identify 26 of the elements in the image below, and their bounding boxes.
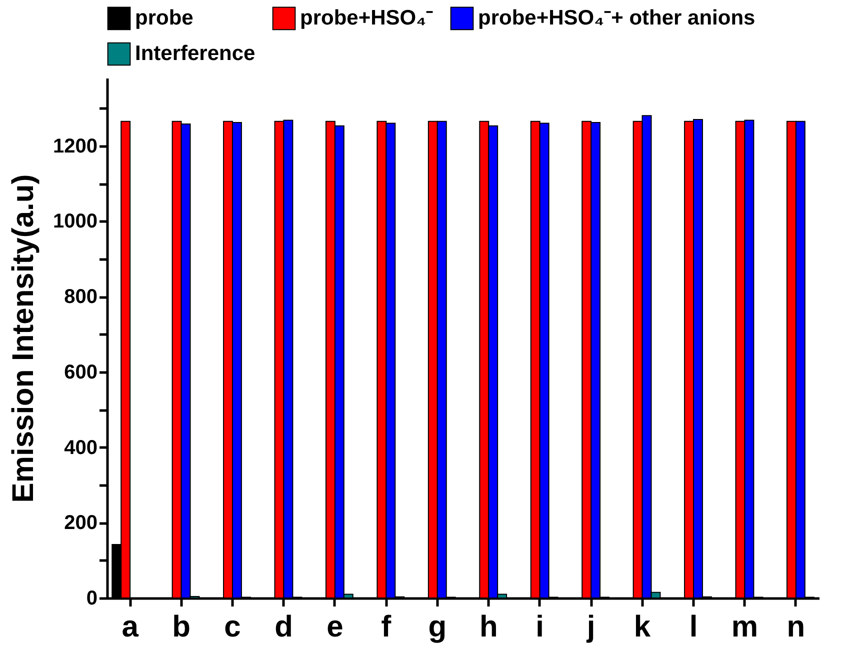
x-tick-label: n	[786, 610, 806, 644]
y-tick-label: 400	[64, 436, 98, 459]
x-tick-label: j	[586, 610, 596, 644]
y-tick-label: 600	[64, 361, 98, 384]
x-tick-label: l	[689, 610, 698, 644]
y-tick-label: 1000	[53, 210, 98, 233]
legend-label: probe+HSO₄⁻+ other anions	[478, 6, 756, 30]
x-tick-label: g	[428, 610, 447, 644]
x-tick-label: b	[172, 610, 190, 644]
x-tick-label: m	[731, 610, 758, 644]
x-tick-label: h	[479, 610, 498, 644]
x-tick-label: f	[381, 610, 392, 644]
x-tick-label: k	[634, 610, 651, 644]
x-tick-label: i	[536, 610, 544, 644]
x-tick-label: c	[224, 610, 241, 644]
x-tick-label: e	[326, 610, 344, 644]
legend-label: probe+HSO₄⁻	[300, 6, 434, 30]
y-tick-label: 0	[86, 588, 98, 610]
legend-label: Interference	[135, 42, 256, 65]
y-axis-title: Emission Intensity(a.u)	[7, 174, 40, 503]
legend-label: probe	[135, 6, 194, 30]
y-tick-label: 200	[64, 512, 98, 534]
y-tick-label: 1200	[53, 135, 98, 158]
x-tick-label: d	[274, 610, 293, 644]
x-tick-label: a	[122, 610, 139, 644]
y-tick-label: 800	[64, 286, 98, 308]
